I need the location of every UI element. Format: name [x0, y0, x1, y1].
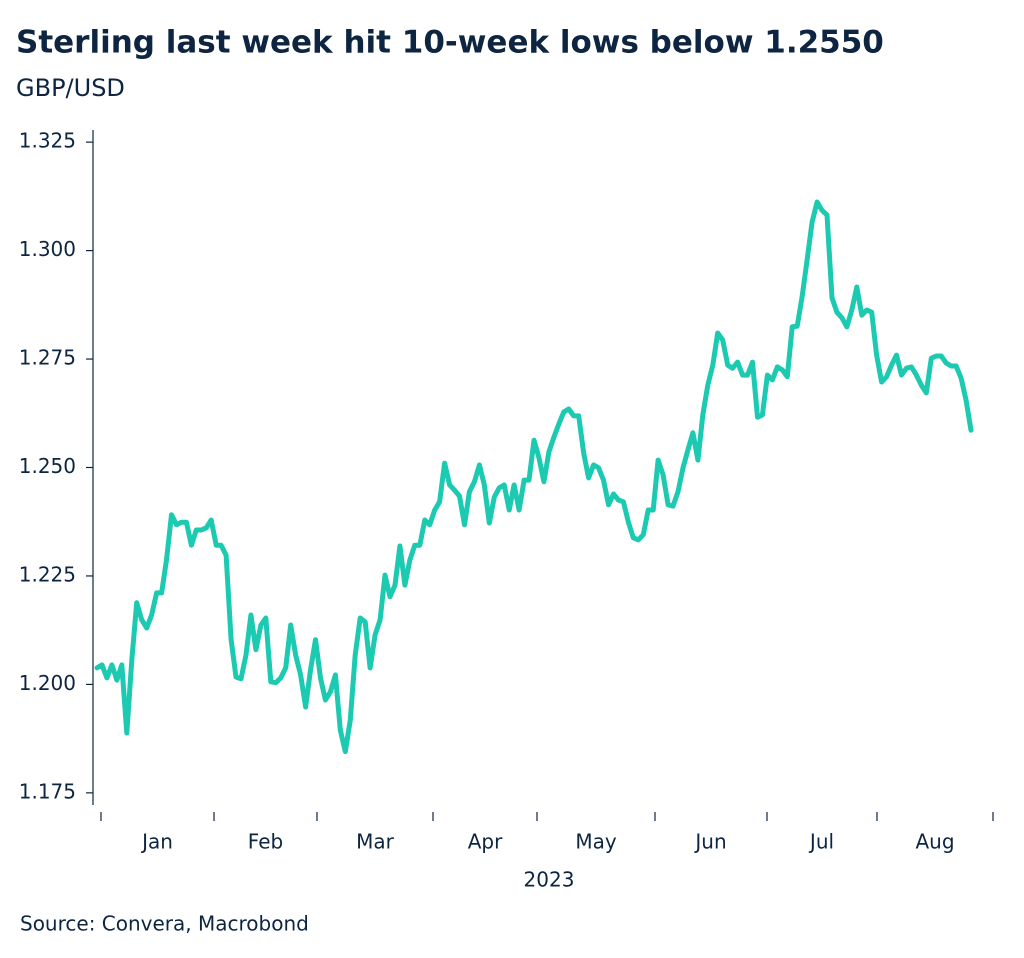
y-tick-label: 1.175 — [19, 779, 76, 803]
line-series — [94, 199, 974, 755]
y-tick-label: 1.325 — [19, 129, 76, 153]
x-tick-label: Mar — [356, 830, 395, 854]
chart-title: Sterling last week hit 10-week lows belo… — [16, 25, 884, 61]
x-tick-label: Apr — [468, 830, 503, 854]
y-tick-label: 1.300 — [19, 237, 76, 261]
x-tick-label: Jul — [808, 830, 834, 854]
x-tick-label: May — [575, 830, 617, 854]
x-tick-label: Aug — [915, 830, 954, 854]
y-tick-label: 1.225 — [19, 562, 76, 586]
y-tick-label: 1.200 — [19, 671, 76, 695]
x-tick-label: Jun — [693, 830, 726, 854]
y-tick-label: 1.250 — [19, 454, 76, 478]
y-tick-label: 1.275 — [19, 346, 76, 370]
x-tick-label: Jan — [140, 830, 173, 854]
chart-subtitle: GBP/USD — [16, 74, 125, 102]
x-tick-label: Feb — [248, 830, 283, 854]
source: Source: Convera, Macrobond — [20, 912, 309, 936]
x-axis-label: 2023 — [524, 868, 575, 892]
